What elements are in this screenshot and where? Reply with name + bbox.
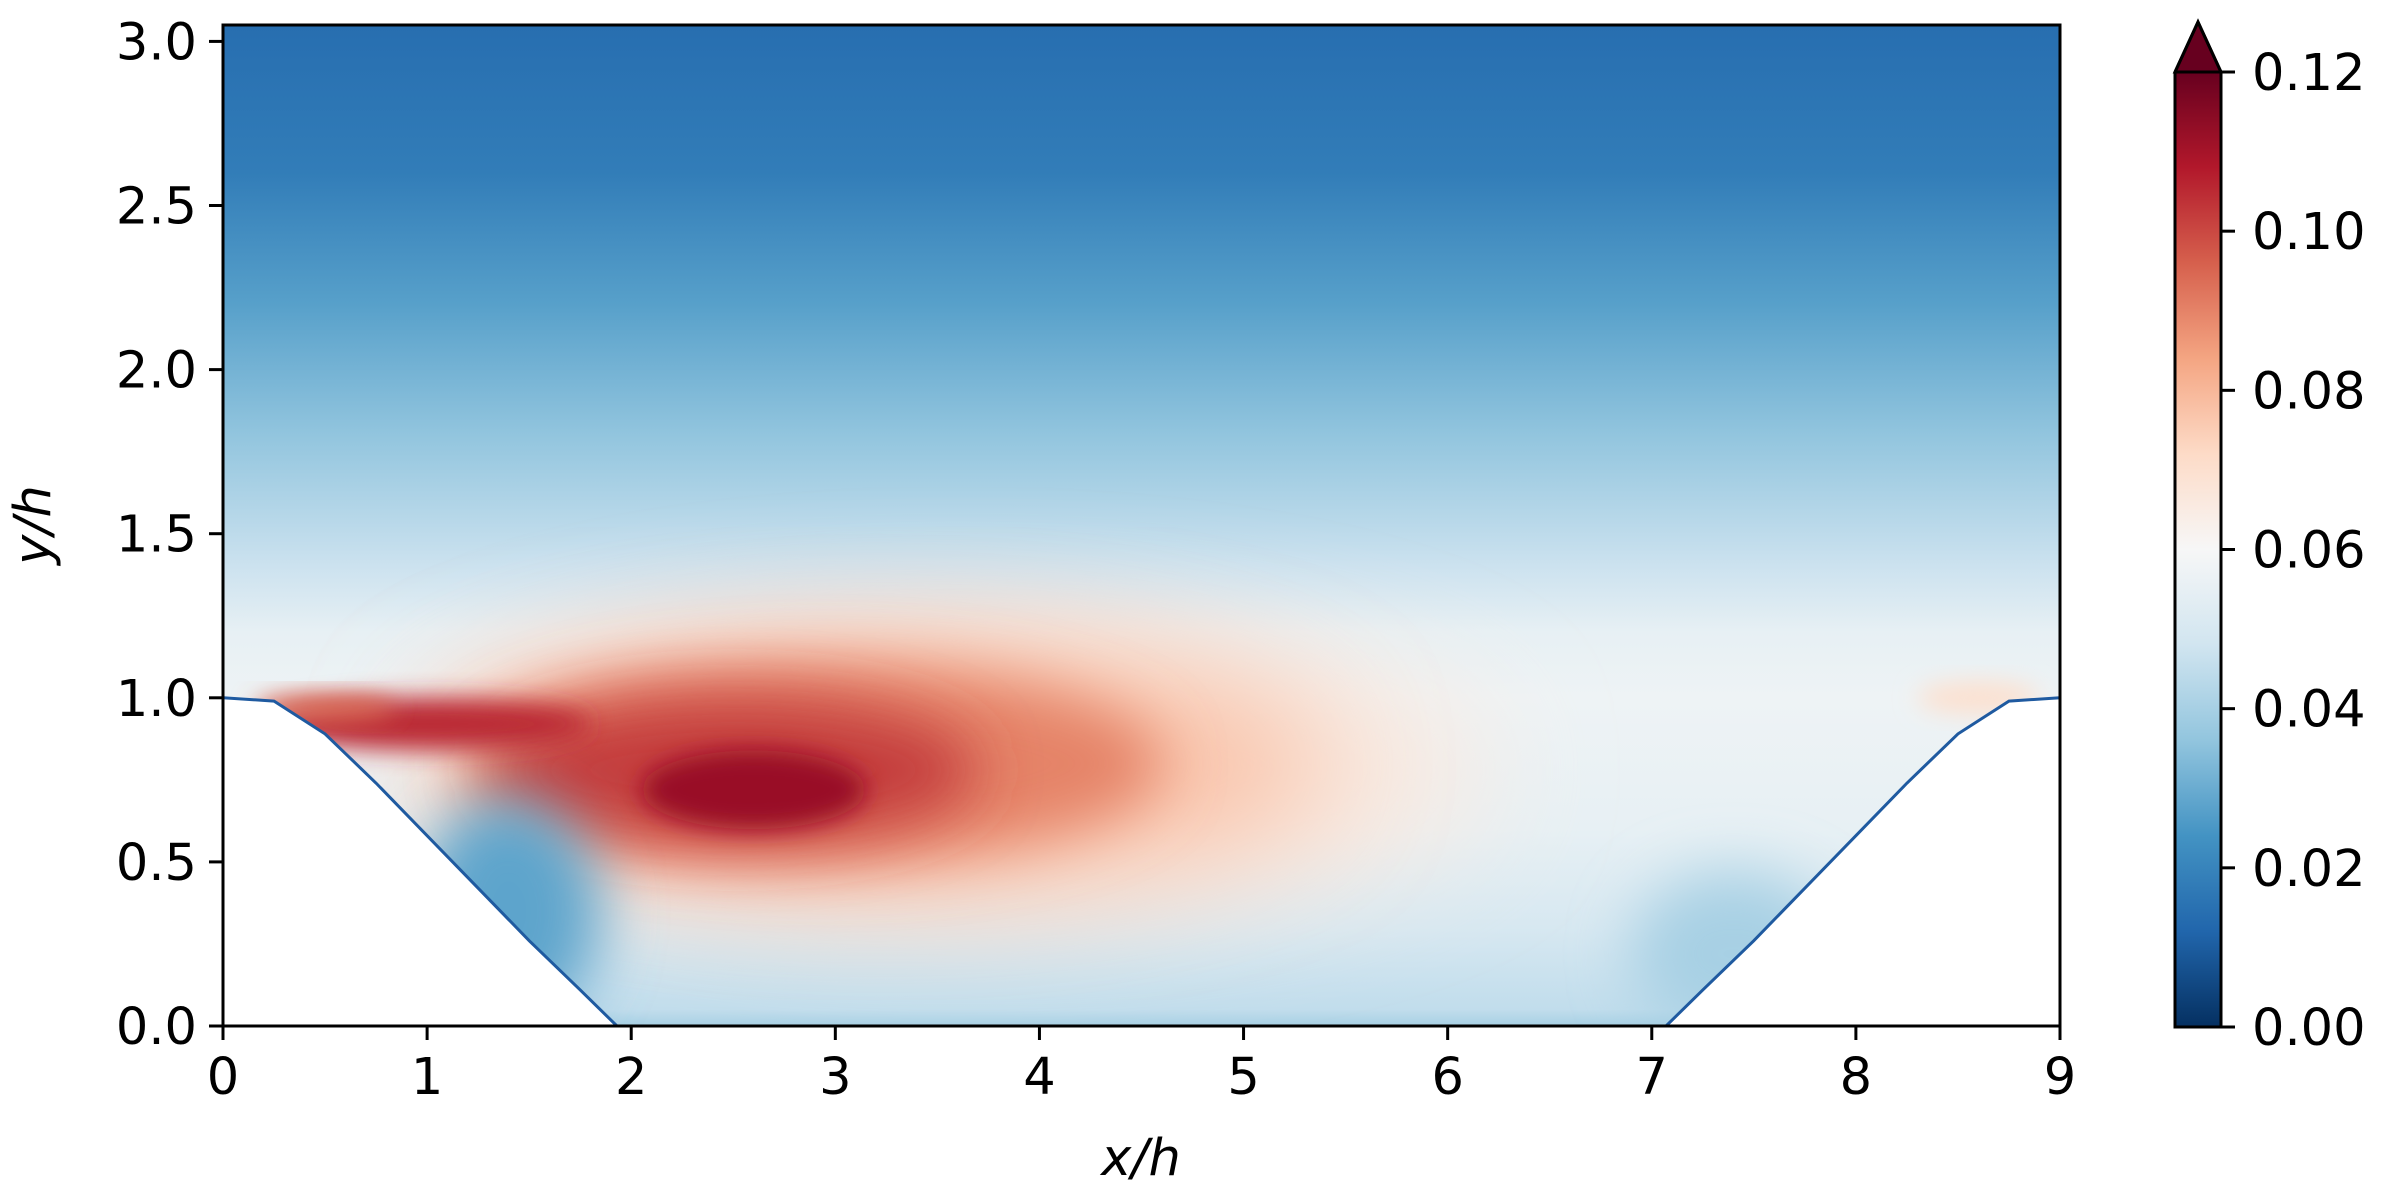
colorbar-tick-label-3: 0.06 [2252, 522, 2366, 581]
y-tick-label-6: 3.0 [116, 13, 197, 72]
x-tick-label-9: 9 [2044, 1048, 2076, 1107]
y-tick-label-0: 0.0 [116, 998, 197, 1057]
y-tick-label-2: 1.0 [116, 670, 197, 729]
x-tick-label-7: 7 [1636, 1048, 1668, 1107]
x-tick-label-3: 3 [819, 1048, 851, 1107]
heatmap-field [223, 25, 2060, 1026]
x-tick-label-4: 4 [1023, 1048, 1055, 1107]
plot-area [221, 23, 2062, 1028]
x-tick-label-2: 2 [615, 1048, 647, 1107]
field-contour-4 [641, 750, 866, 830]
y-tick-label-3: 1.5 [116, 506, 197, 565]
colorbar-tick-label-2: 0.04 [2252, 681, 2366, 740]
y-axis-ticks: 0.0 0.5 1.0 1.5 2.0 2.5 3.0 [116, 13, 223, 1057]
x-tick-label-5: 5 [1227, 1048, 1259, 1107]
x-tick-label-8: 8 [1840, 1048, 1872, 1107]
y-tick-label-5: 2.5 [116, 178, 197, 237]
colorbar-tick-label-6: 0.12 [2252, 44, 2366, 103]
colorbar: 0.00 0.02 0.04 0.06 0.08 0.10 0.12 [2172, 18, 2366, 1058]
colorbar-gradient [2175, 72, 2221, 1027]
y-tick-label-1: 0.5 [116, 834, 197, 893]
x-axis-ticks: 0 1 2 3 4 5 6 7 8 9 [207, 1026, 2076, 1107]
y-tick-label-4: 2.0 [116, 342, 197, 401]
colorbar-tick-label-1: 0.02 [2252, 840, 2366, 899]
y-axis-label: y/h [4, 485, 63, 567]
plot-frame [221, 23, 2062, 1028]
x-axis-label: x/h [1099, 1129, 1181, 1188]
colorbar-tick-label-5: 0.10 [2252, 203, 2366, 262]
colorbar-tick-label-0: 0.00 [2252, 999, 2366, 1058]
x-tick-label-6: 6 [1431, 1048, 1463, 1107]
x-tick-label-1: 1 [411, 1048, 443, 1107]
colorbar-extend-arrow [2172, 18, 2224, 74]
x-tick-label-0: 0 [207, 1048, 239, 1107]
colorbar-ticks: 0.00 0.02 0.04 0.06 0.08 0.10 0.12 [2221, 44, 2366, 1058]
colorbar-tick-label-4: 0.08 [2252, 362, 2366, 421]
